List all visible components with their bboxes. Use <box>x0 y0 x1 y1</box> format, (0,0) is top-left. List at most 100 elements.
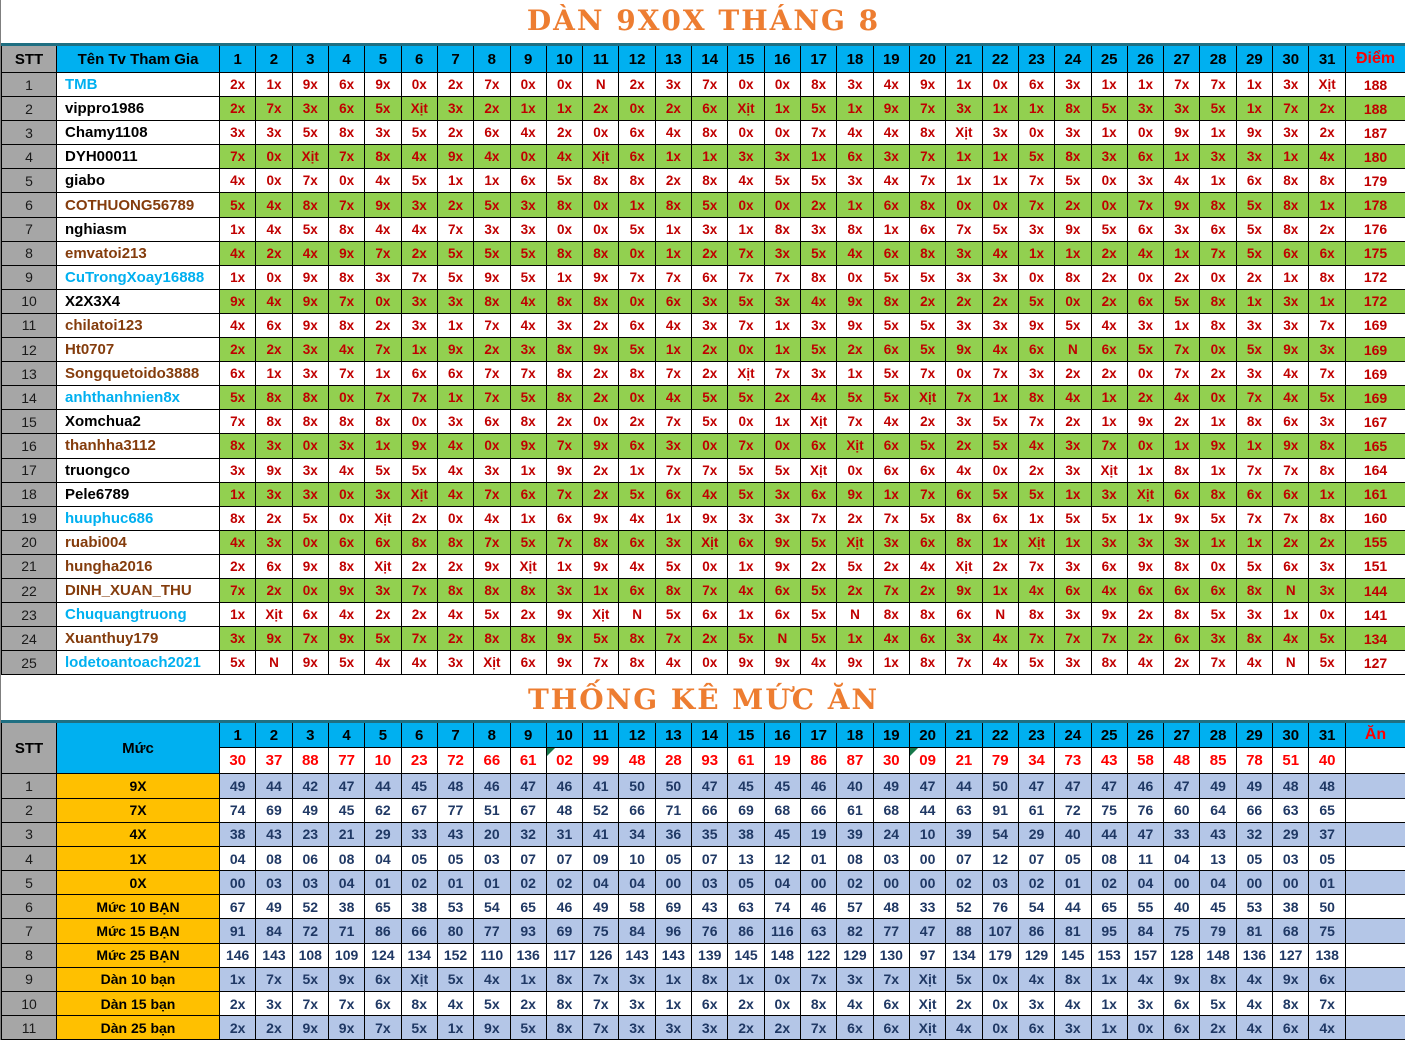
stat-value-cell[interactable]: 07 <box>545 845 584 872</box>
stat-value-cell[interactable]: 8x <box>799 991 838 1017</box>
day-value-cell[interactable]: 8x <box>908 602 947 628</box>
day-value-cell[interactable]: 1x <box>364 361 402 387</box>
day-value-cell[interactable]: 1x <box>981 144 1019 170</box>
day-value-cell[interactable]: 3x <box>1235 144 1274 170</box>
stat-value-cell[interactable]: 10 <box>908 821 947 847</box>
day-value-cell[interactable]: 0x <box>509 71 547 98</box>
stat-value-cell[interactable]: 23 <box>291 821 329 847</box>
stat-value-cell[interactable]: 00 <box>908 870 947 896</box>
day-value-cell[interactable]: 3x <box>509 337 547 363</box>
day-value-cell[interactable]: 2x <box>1163 650 1201 676</box>
day-value-cell[interactable]: 8x <box>691 168 729 194</box>
day-value-cell[interactable]: 9x <box>727 650 765 676</box>
day-value-cell[interactable]: 5x <box>981 409 1019 435</box>
stat-value-cell[interactable]: 45 <box>727 773 765 799</box>
stat-value-cell[interactable]: 146 <box>218 942 257 968</box>
result-number-cell[interactable]: 37 <box>255 747 293 775</box>
stat-value-cell[interactable]: 04 <box>763 870 802 896</box>
stat-value-cell[interactable]: 01 <box>799 845 838 872</box>
day-value-cell[interactable]: 0x <box>836 457 874 483</box>
stat-value-cell[interactable]: 43 <box>1199 821 1237 847</box>
result-number-cell[interactable]: 40 <box>1308 747 1346 775</box>
day-value-cell[interactable]: 5x <box>799 602 838 628</box>
result-number-cell[interactable]: 28 <box>654 747 693 775</box>
day-value-cell[interactable]: 3x <box>545 577 584 604</box>
member-name-cell[interactable]: DYH00011 <box>56 144 220 170</box>
day-value-cell[interactable]: 5x <box>799 337 838 363</box>
day-value-cell[interactable]: 9x <box>327 577 366 604</box>
stat-value-cell[interactable]: 148 <box>763 942 802 968</box>
day-value-cell[interactable]: 3x <box>799 312 838 339</box>
day-value-cell[interactable]: 1x <box>727 216 765 242</box>
day-value-cell[interactable]: 0x <box>1126 433 1165 459</box>
stat-value-cell[interactable]: 69 <box>545 918 584 944</box>
stat-value-cell[interactable]: 2x <box>218 991 257 1017</box>
stat-value-cell[interactable]: 0x <box>981 991 1019 1017</box>
stat-value-cell[interactable]: 4x <box>1126 966 1165 993</box>
stat-value-cell[interactable]: 37 <box>1308 821 1346 847</box>
stat-value-cell[interactable]: 50 <box>654 773 693 799</box>
day-value-cell[interactable]: 8x <box>1235 409 1274 435</box>
day-value-cell[interactable]: 6x <box>691 264 729 290</box>
stat-value-cell[interactable]: 6x <box>1163 991 1201 1017</box>
stat-value-cell[interactable]: 134 <box>400 942 438 968</box>
day-value-cell[interactable]: 3x <box>727 144 765 170</box>
day-value-cell[interactable]: 3x <box>1272 312 1310 339</box>
day-value-cell[interactable]: 6x <box>1163 481 1201 507</box>
stat-value-cell[interactable]: 93 <box>509 918 547 944</box>
stat-value-cell[interactable]: 47 <box>1090 773 1128 799</box>
stat-value-cell[interactable]: 134 <box>945 942 983 968</box>
day-value-cell[interactable]: 5x <box>981 481 1019 507</box>
day-value-cell[interactable]: 3x <box>364 481 402 507</box>
day-value-cell[interactable]: 7x <box>1017 626 1056 652</box>
muc-cell[interactable]: Dàn 15 bạn <box>56 991 220 1017</box>
day-value-cell[interactable]: 8x <box>1054 264 1092 290</box>
stat-value-cell[interactable]: 13 <box>1199 845 1237 872</box>
stat-value-cell[interactable]: 143 <box>654 942 693 968</box>
day-value-cell[interactable]: 7x <box>545 481 584 507</box>
result-number-cell[interactable]: 48 <box>1163 747 1201 775</box>
stat-value-cell[interactable]: 02 <box>1090 870 1128 896</box>
day-value-cell[interactable]: 0x <box>1199 264 1237 290</box>
stat-value-cell[interactable]: 69 <box>727 797 765 823</box>
stat-value-cell[interactable]: Xịt <box>908 1015 947 1041</box>
stat-value-cell[interactable]: 7x <box>364 1015 402 1041</box>
day-value-cell[interactable]: 4x <box>436 602 475 628</box>
stat-value-cell[interactable]: 05 <box>436 845 475 872</box>
stat-value-cell[interactable]: 49 <box>872 773 910 799</box>
stat-value-cell[interactable]: 33 <box>1163 821 1201 847</box>
day-value-cell[interactable]: 6x <box>654 288 693 314</box>
day-value-cell[interactable]: 7x <box>582 650 620 676</box>
day-value-cell[interactable]: 2x <box>436 553 475 579</box>
day-value-cell[interactable]: 3x <box>1199 144 1237 170</box>
day-value-cell[interactable]: 9x <box>1163 505 1201 531</box>
day-value-cell[interactable]: 3x <box>872 144 910 170</box>
day-value-cell[interactable]: 1x <box>1235 71 1274 98</box>
member-name-cell[interactable]: truongco <box>56 457 220 483</box>
day-value-cell[interactable]: 1x <box>509 505 547 531</box>
day-value-cell[interactable]: 4x <box>691 481 729 507</box>
day-value-cell[interactable]: 4x <box>981 650 1019 676</box>
day-value-cell[interactable]: 3x <box>654 433 693 459</box>
day-value-cell[interactable]: 8x <box>545 337 584 363</box>
day-value-cell[interactable]: 4x <box>364 168 402 194</box>
stat-value-cell[interactable]: 2x <box>945 991 983 1017</box>
day-value-cell[interactable]: 2x <box>908 577 947 604</box>
day-value-cell[interactable]: 7x <box>291 626 329 652</box>
day-value-cell[interactable]: 7x <box>872 505 910 531</box>
day-value-cell[interactable]: 7x <box>255 96 293 122</box>
stat-value-cell[interactable]: 29 <box>364 821 402 847</box>
day-value-cell[interactable]: 5x <box>1017 481 1056 507</box>
day-value-cell[interactable]: Xịt <box>1017 529 1056 555</box>
day-value-cell[interactable]: 0x <box>291 529 329 555</box>
day-value-cell[interactable]: 0x <box>327 505 366 531</box>
day-value-cell[interactable]: 3x <box>1272 71 1310 98</box>
stat-value-cell[interactable]: 35 <box>691 821 729 847</box>
stat-value-cell[interactable]: 20 <box>473 821 511 847</box>
stat-value-cell[interactable]: 29 <box>1017 821 1056 847</box>
stat-value-cell[interactable]: 7x <box>582 966 620 993</box>
day-value-cell[interactable]: 5x <box>1126 337 1165 363</box>
stat-value-cell[interactable]: 9x <box>291 1015 329 1041</box>
day-value-cell[interactable]: 9x <box>291 288 329 314</box>
day-value-cell[interactable]: 0x <box>327 168 366 194</box>
